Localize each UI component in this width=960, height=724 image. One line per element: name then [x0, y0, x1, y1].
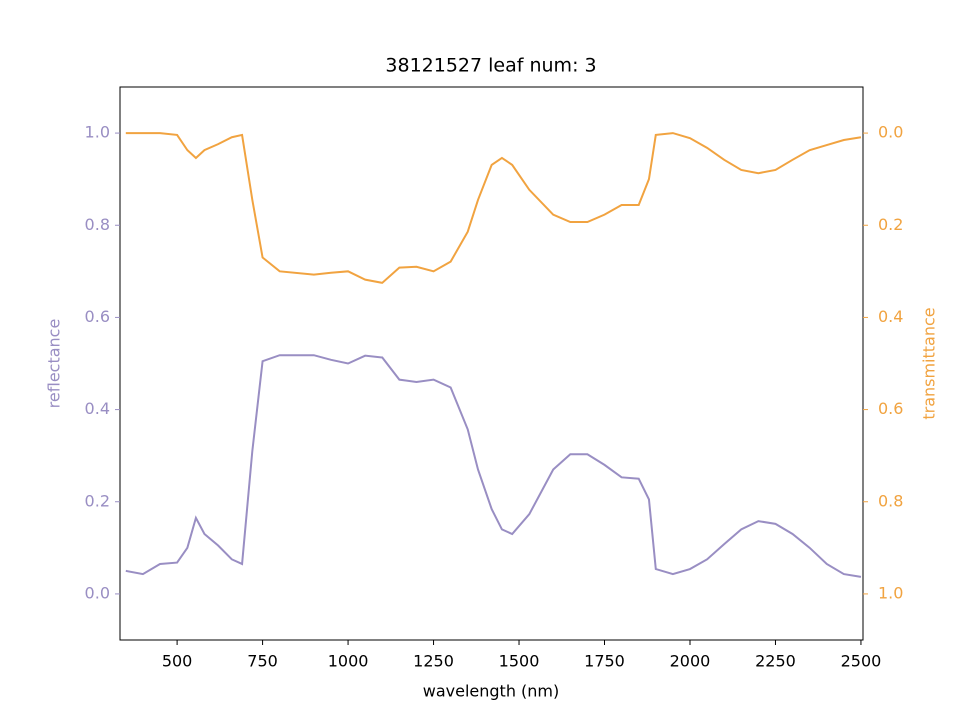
y2-tick-label: 1.0	[878, 583, 903, 602]
x-tick-label: 1500	[499, 652, 540, 671]
x-tick-label: 2000	[670, 652, 711, 671]
x-tick-label: 1000	[328, 652, 369, 671]
y2-tick-label: 0.0	[878, 123, 903, 142]
x-tick-label: 1250	[413, 652, 454, 671]
x-tick-label: 750	[247, 652, 278, 671]
y2-tick-label: 0.6	[878, 399, 903, 418]
y-tick-label: 0.6	[85, 307, 110, 326]
x-tick-label: 2500	[841, 652, 882, 671]
y2-tick-label: 0.8	[878, 491, 903, 510]
y-tick-label: 0.0	[85, 583, 110, 602]
x-tick-label: 500	[162, 652, 193, 671]
chart-title: 38121527 leaf num: 3	[385, 55, 596, 77]
y-tick-label: 0.4	[85, 399, 110, 418]
y-tick-label: 1.0	[85, 123, 110, 142]
data-line	[125, 354, 862, 578]
plot-frame	[119, 86, 864, 641]
x-axis-label: wavelength (nm)	[423, 682, 560, 701]
y2-axis-label: transmittance	[920, 307, 939, 419]
x-tick-label: 2250	[755, 652, 796, 671]
y-axis-label: reflectance	[45, 319, 64, 409]
x-tick-label: 1750	[584, 652, 625, 671]
y2-tick-label: 0.2	[878, 215, 903, 234]
y-tick-label: 0.8	[85, 215, 110, 234]
y2-tick-label: 0.4	[878, 307, 903, 326]
y-tick-label: 0.2	[85, 491, 110, 510]
data-line	[125, 132, 862, 284]
